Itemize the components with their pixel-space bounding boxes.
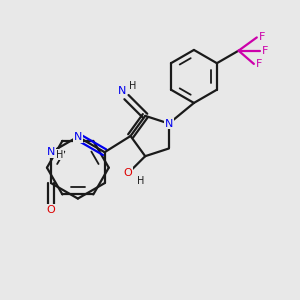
Text: O: O	[47, 205, 56, 214]
Text: F: F	[262, 46, 268, 56]
Text: H: H	[129, 81, 136, 91]
Text: H: H	[137, 176, 144, 186]
Text: N: N	[47, 147, 55, 157]
Text: O: O	[124, 168, 133, 178]
Text: N: N	[118, 85, 126, 96]
Text: N: N	[165, 118, 173, 129]
Text: H: H	[56, 150, 63, 160]
Text: N: N	[74, 132, 82, 142]
Text: F: F	[259, 32, 265, 42]
Text: F: F	[256, 59, 262, 69]
